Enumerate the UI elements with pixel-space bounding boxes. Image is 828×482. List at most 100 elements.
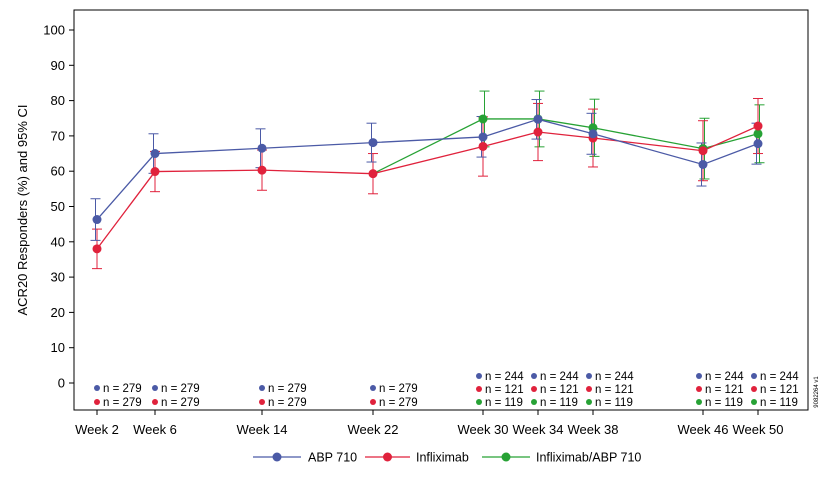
legend-label: ABP 710 [308,451,357,465]
y-tick-label: 80 [51,93,65,108]
plot-frame [73,9,809,411]
n-label-dot [586,399,592,405]
n-label-dot [696,386,702,392]
y-tick-label: 0 [58,376,65,391]
n-label: n = 119 [705,397,743,409]
data-point [753,121,763,131]
y-tick-label: 10 [51,340,65,355]
n-label: n = 279 [379,397,418,409]
n-label: n = 244 [705,371,744,383]
n-label: n = 121 [540,384,579,396]
y-tick-label: 50 [51,199,65,214]
n-label: n = 121 [760,384,799,396]
data-point [150,167,160,177]
n-label: n = 279 [161,383,200,395]
n-label-dot [476,373,482,379]
data-point [92,215,102,225]
x-tick-label: Week 50 [732,422,783,437]
y-axis-label: ACR20 Responders (%) and 95% CI [15,105,30,316]
n-label-dot [751,386,757,392]
n-label: n = 244 [760,371,799,383]
legend-marker [272,452,282,462]
n-label-dot [586,373,592,379]
n-label: n = 244 [540,371,579,383]
n-label-dot [476,386,482,392]
n-label-dot [152,385,158,391]
data-point [533,127,543,137]
n-label-dot [696,399,702,405]
data-point [368,138,378,148]
data-point [257,143,267,153]
n-label-dot [259,399,265,405]
n-labels: n = 279 n = 279 n = 279 n = 279 n = 244 n = 2… [94,371,799,409]
n-label-dot [696,373,702,379]
x-tick-label: Week 6 [133,422,177,437]
legend-label: Infliximab [416,451,469,465]
legend-marker [501,452,511,462]
series-line-0 [96,118,759,220]
y-tick-label: 100 [43,23,65,38]
n-label-dot [531,386,537,392]
data-point [533,114,543,124]
n-label: n = 121 [485,384,524,396]
n-label: n = 279 [268,383,307,395]
data-point [588,129,598,139]
y-tick-label: 90 [51,58,65,73]
n-label: n = 119 [485,397,523,409]
data-point [698,146,708,156]
data-point [92,244,102,254]
n-label: n = 279 [379,383,418,395]
n-label-dot [751,399,757,405]
n-label: n = 119 [595,397,633,409]
data-markers [92,114,763,254]
data-point [368,169,378,179]
y-tick-label: 70 [51,128,65,143]
y-tick-label: 20 [51,305,65,320]
y-tick-label: 60 [51,164,65,179]
n-label-dot [751,373,757,379]
n-label: n = 121 [705,384,744,396]
x-tick-label: Week 22 [347,422,398,437]
x-tick-label: Week 30 [457,422,508,437]
data-point [150,149,160,159]
n-label-dot [94,399,100,405]
legend-label: Infliximab/ABP 710 [536,451,641,465]
n-label: n = 119 [760,397,798,409]
data-point [753,129,763,139]
n-label-dot [94,385,100,391]
n-label-dot [259,385,265,391]
data-point [257,165,267,175]
n-label: n = 244 [595,371,634,383]
n-label-dot [586,386,592,392]
x-tick-label: Week 38 [567,422,618,437]
n-label: n = 119 [540,397,578,409]
data-point [478,114,488,124]
n-label: n = 244 [485,371,524,383]
n-label-dot [152,399,158,405]
data-point [698,159,708,169]
legend-marker [383,452,392,462]
y-tick-label: 40 [51,234,65,249]
n-label: n = 279 [103,383,142,395]
n-label-dot [370,385,376,391]
figure-code: 9082264 v1 [814,376,820,408]
n-label: n = 279 [161,397,200,409]
n-label-dot [476,399,482,405]
legend: ABP 710 Infliximab Infliximab/ABP 710 [253,451,641,465]
x-axis: Week 2 Week 6 Week 14 Week 22 Week 30 Week 34… [75,410,784,437]
data-point [753,139,763,149]
n-label: n = 121 [595,384,634,396]
series-line-1 [96,125,759,250]
error-bars [90,90,765,270]
n-label: n = 279 [268,397,307,409]
x-tick-label: Week 2 [75,422,119,437]
data-point [478,141,488,151]
series-lines [96,118,759,250]
y-tick-label: 30 [51,270,65,285]
n-label-dot [531,399,537,405]
n-label-dot [370,399,376,405]
n-label: n = 279 [103,397,142,409]
x-tick-label: Week 14 [236,422,287,437]
data-point [478,132,488,142]
